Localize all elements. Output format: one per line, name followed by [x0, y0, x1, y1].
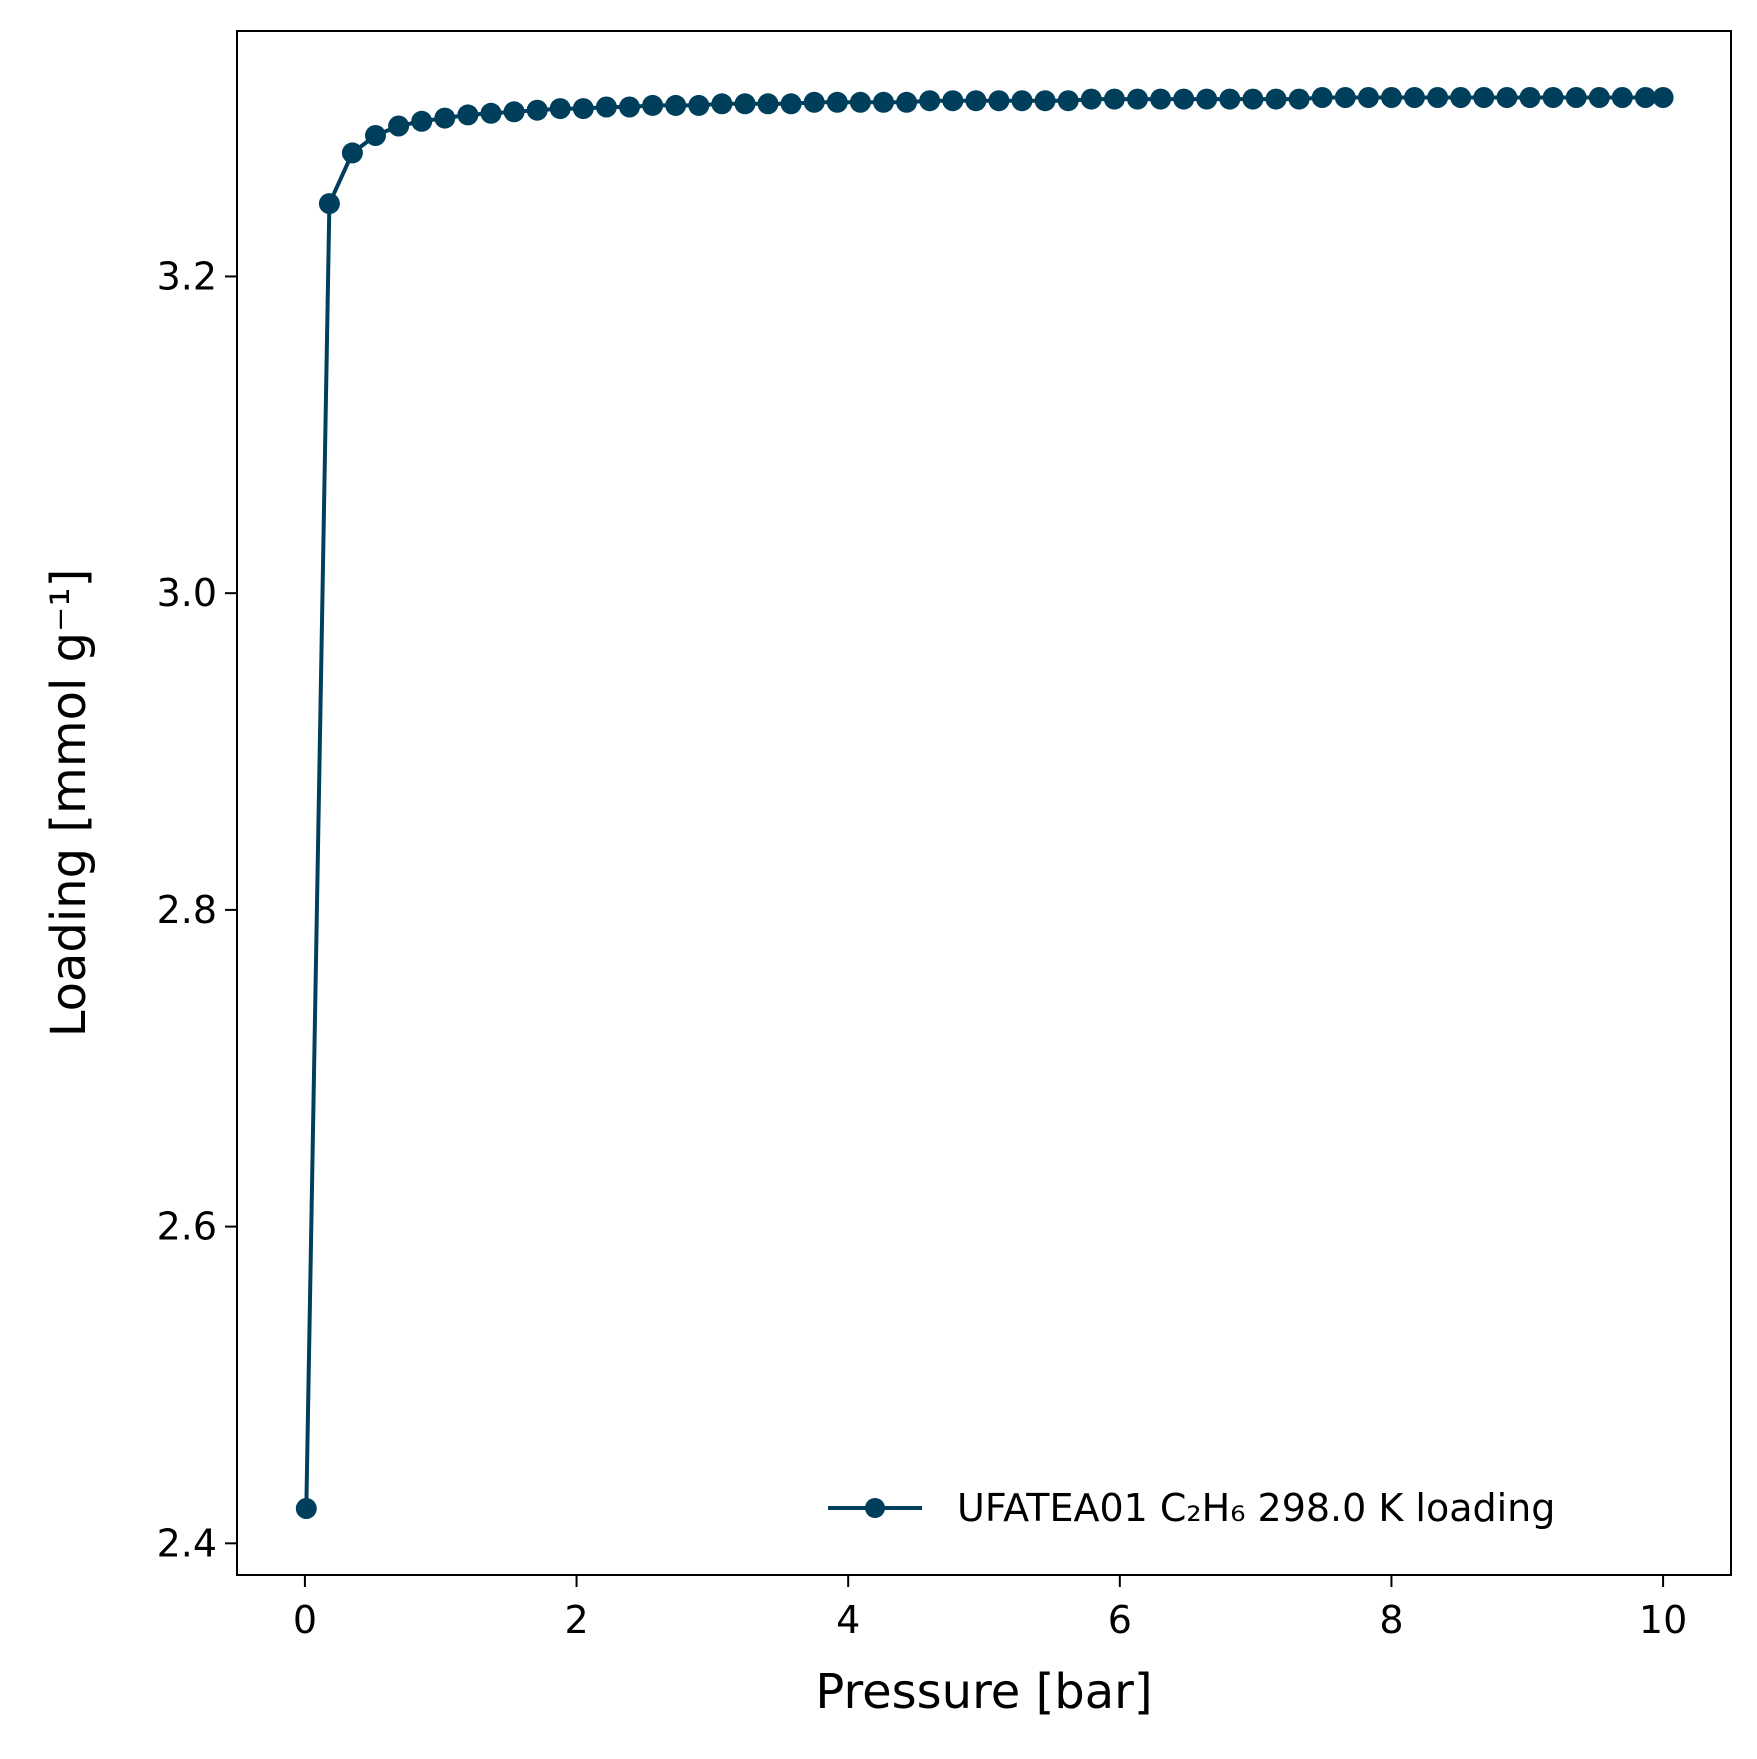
data-point-32 — [1034, 90, 1056, 112]
data-point-41 — [1242, 88, 1264, 110]
data-point-48 — [1404, 87, 1425, 108]
data-point-3 — [365, 125, 386, 146]
data-point-21 — [780, 93, 802, 115]
x-tick-label-10: 10 — [1639, 1598, 1687, 1642]
legend: UFATEA01 C₂H₆ 298.0 K loading — [828, 1486, 1555, 1530]
data-point-19 — [734, 93, 756, 115]
data-point-23 — [826, 91, 848, 113]
data-point-11 — [549, 98, 571, 120]
data-point-56 — [1588, 87, 1610, 108]
data-point-46 — [1357, 87, 1379, 108]
x-tick-label-2: 2 — [564, 1598, 588, 1642]
data-point-36 — [1127, 88, 1148, 110]
data-point-33 — [1057, 90, 1079, 112]
data-point-39 — [1196, 88, 1218, 110]
data-point-29 — [965, 90, 987, 112]
y-axis-label-text: Loading [mmol g⁻¹] — [41, 569, 97, 1038]
x-tick-label-6: 6 — [1108, 1598, 1132, 1642]
legend-entry-text: UFATEA01 C₂H₆ 298.0 K loading — [957, 1486, 1555, 1530]
data-point-18 — [711, 93, 733, 115]
data-point-5 — [411, 110, 433, 132]
data-point-22 — [803, 91, 825, 113]
data-point-13 — [595, 96, 617, 118]
data-point-42 — [1265, 88, 1287, 110]
x-axis-ticks: 0 2 4 6 8 10 — [293, 1575, 1687, 1642]
data-point-26 — [896, 91, 918, 113]
data-point-45 — [1334, 87, 1356, 108]
data-point-37 — [1150, 88, 1172, 110]
data-point-10 — [526, 99, 548, 121]
data-point-47 — [1381, 87, 1402, 108]
data-point-2 — [341, 142, 363, 164]
x-axis-label-text: Pressure [bar] — [815, 1664, 1152, 1720]
x-tick-label-8: 8 — [1379, 1598, 1403, 1642]
data-point-12 — [572, 98, 594, 120]
data-point-25 — [873, 91, 894, 113]
legend-marker — [865, 1498, 885, 1518]
data-point-31 — [1011, 90, 1033, 112]
data-point-35 — [1103, 88, 1125, 110]
data-point-17 — [688, 94, 710, 116]
data-point-30 — [988, 90, 1010, 112]
data-point-24 — [849, 91, 871, 113]
data-point-0 — [295, 1498, 317, 1519]
data-point-53 — [1519, 87, 1541, 108]
axes-frame — [236, 30, 1732, 1576]
data-point-55 — [1565, 87, 1587, 108]
data-point-14 — [619, 96, 640, 118]
y-tick-label-2.8: 2.8 — [157, 888, 217, 932]
data-point-54 — [1542, 87, 1564, 108]
y-tick-label-3.0: 3.0 — [157, 571, 217, 615]
data-point-49 — [1427, 87, 1449, 108]
data-point-4 — [388, 115, 410, 137]
x-tick-label-0: 0 — [293, 1598, 317, 1642]
data-point-50 — [1450, 87, 1472, 108]
data-point-44 — [1311, 87, 1333, 108]
data-point-6 — [434, 107, 456, 129]
data-point-15 — [642, 94, 664, 116]
data-point-58 — [1634, 87, 1656, 108]
data-point-7 — [457, 104, 479, 126]
data-point-38 — [1173, 88, 1195, 110]
y-tick-label-2.6: 2.6 — [157, 1205, 217, 1249]
y-axis-ticks: 2.4 2.6 2.8 3.0 3.2 — [157, 254, 237, 1565]
data-point-59 — [1652, 87, 1674, 108]
data-point-51 — [1473, 87, 1495, 108]
data-point-57 — [1611, 87, 1633, 108]
data-point-52 — [1496, 87, 1518, 108]
data-point-16 — [665, 94, 687, 116]
data-point-8 — [480, 102, 502, 124]
data-point-40 — [1219, 88, 1241, 110]
x-tick-label-4: 4 — [836, 1598, 860, 1642]
data-point-20 — [757, 93, 779, 115]
data-point-27 — [919, 90, 941, 112]
data-point-34 — [1080, 88, 1102, 110]
legend-entry-label: UFATEA01 C₂H₆ 298.0 K loading — [957, 1486, 1555, 1530]
y-tick-label-3.2: 3.2 — [157, 254, 217, 298]
data-point-28 — [942, 90, 964, 112]
data-point-9 — [503, 101, 525, 123]
data-point-43 — [1288, 88, 1310, 110]
data-point-1 — [318, 193, 340, 215]
plot-area — [295, 87, 1674, 1519]
y-tick-label-2.4: 2.4 — [157, 1521, 217, 1565]
y-axis-label: Loading [mmol g⁻¹] — [41, 569, 97, 1038]
x-axis-label: Pressure [bar] — [815, 1664, 1152, 1720]
